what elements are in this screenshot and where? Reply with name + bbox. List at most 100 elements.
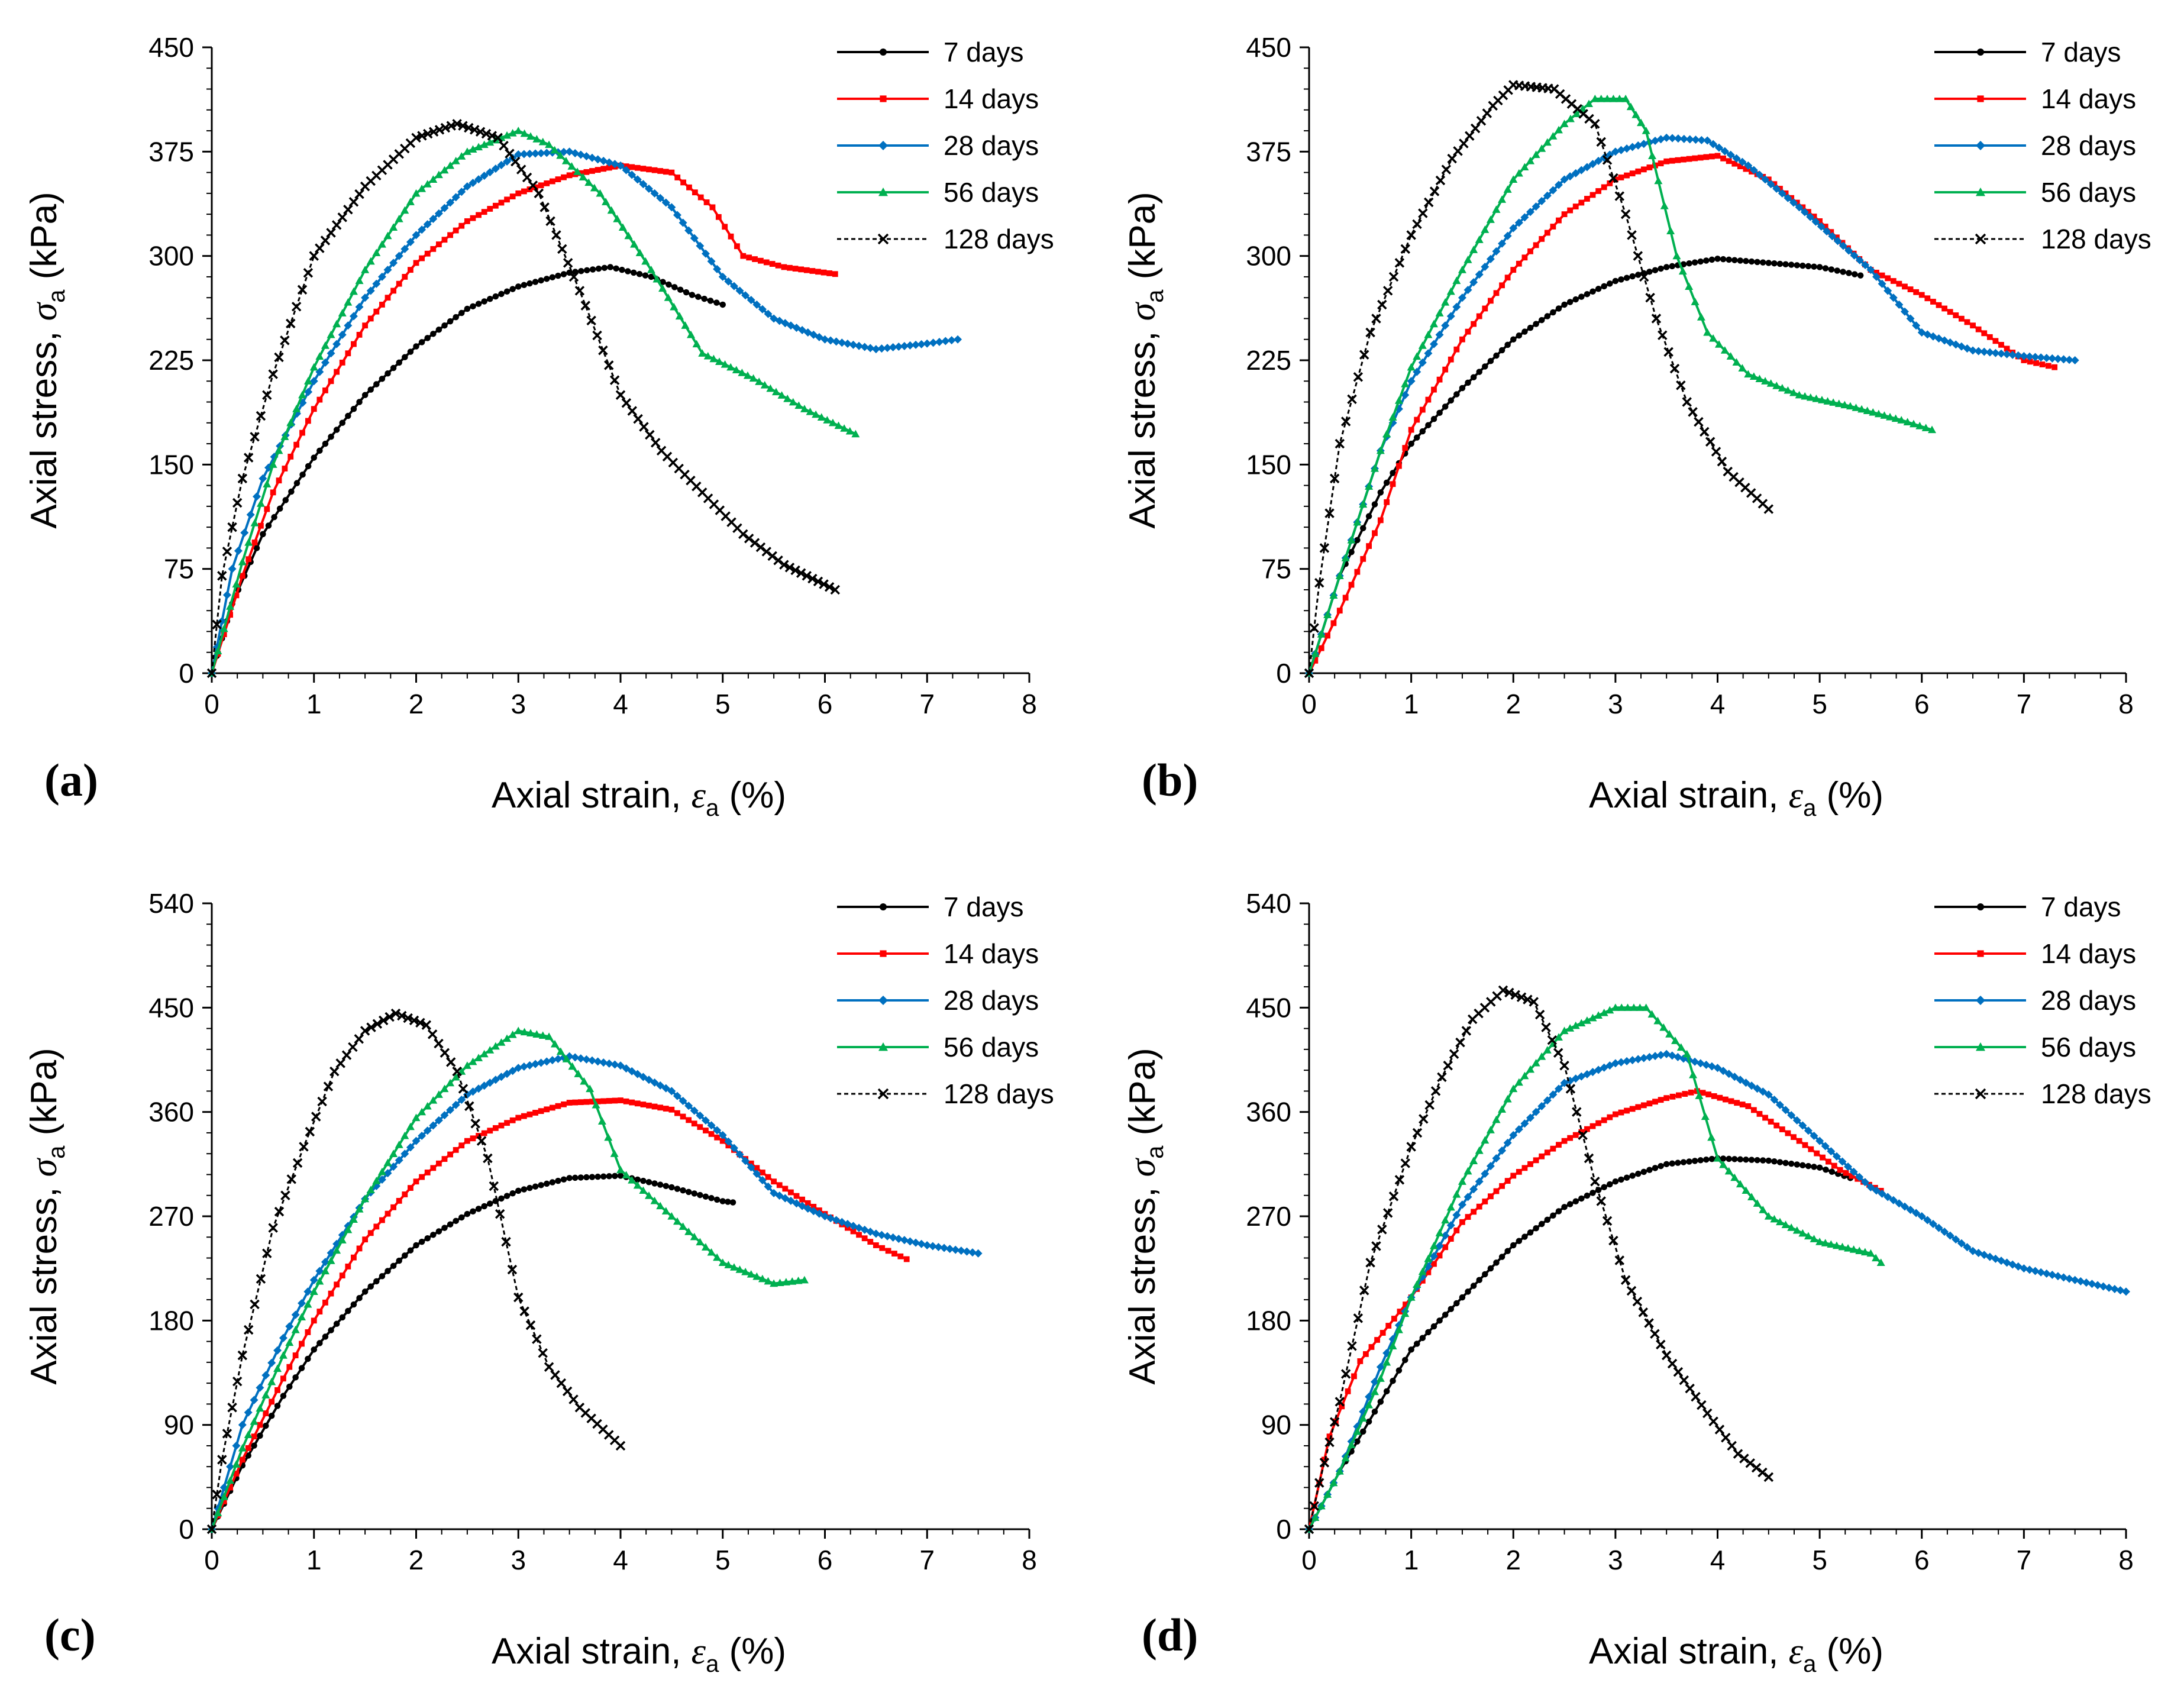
data-point: [1685, 1383, 1695, 1394]
x-tick-label: 7: [919, 1545, 935, 1575]
data-point: [1614, 191, 1625, 201]
data-point: [1560, 1026, 1569, 1035]
data-point: [1423, 197, 1434, 208]
data-point: [561, 1101, 567, 1107]
data-point: [1359, 1428, 1366, 1435]
data-point: [1852, 271, 1858, 277]
y-tick-label: 75: [164, 554, 194, 584]
data-point: [451, 157, 460, 164]
y-tick-label: 90: [164, 1410, 194, 1440]
data-point: [1504, 1248, 1511, 1255]
data-point: [1992, 338, 1999, 344]
data-point: [1618, 1109, 1624, 1116]
data-point: [268, 369, 278, 379]
data-point: [628, 1176, 637, 1184]
data-point: [696, 1238, 705, 1246]
data-point: [1418, 358, 1427, 367]
data-point: [668, 169, 675, 176]
data-point: [544, 180, 550, 186]
data-point: [487, 206, 493, 212]
data-point: [234, 547, 243, 555]
data-point: [1492, 1154, 1501, 1163]
data-point: [1743, 1156, 1749, 1163]
data-point: [1661, 1350, 1672, 1361]
data-point: [1594, 157, 1603, 166]
data-point: [1652, 267, 1659, 273]
data-point: [366, 257, 375, 265]
data-point: [1348, 582, 1355, 588]
data-point: [598, 345, 608, 356]
data-point: [897, 1253, 904, 1259]
x-tick-label: 6: [1914, 689, 1930, 719]
data-point: [691, 1120, 697, 1127]
data-point: [1449, 1049, 1459, 1059]
data-point: [1997, 349, 2006, 358]
data-point: [1673, 1367, 1684, 1377]
data-point: [1857, 405, 1866, 413]
data-point: [555, 1177, 561, 1184]
data-point: [1665, 1030, 1674, 1038]
data-point: [1566, 299, 1574, 305]
data-point: [1695, 1091, 1704, 1099]
data-point: [280, 432, 289, 440]
data-point: [1436, 1252, 1443, 1259]
data-point: [1395, 1367, 1403, 1374]
data-point: [1778, 189, 1786, 198]
data-point: [1465, 1288, 1471, 1295]
data-point: [1481, 1136, 1490, 1144]
data-point: [1555, 305, 1562, 312]
data-point: [679, 1222, 687, 1230]
data-point: [321, 358, 329, 367]
data-point: [1802, 1142, 1808, 1148]
data-point: [344, 321, 353, 330]
data-point: [1775, 1217, 1784, 1226]
data-point: [327, 1257, 335, 1264]
data-point: [1584, 1153, 1594, 1164]
data-point: [1446, 287, 1455, 295]
data-point: [1561, 301, 1568, 308]
series-line: [1308, 1052, 2127, 1530]
data-point: [1559, 1061, 1569, 1071]
data-point: [279, 1333, 287, 1342]
data-point: [1754, 1157, 1760, 1164]
data-point: [1747, 1193, 1756, 1200]
data-point: [830, 584, 841, 595]
data-point: [1852, 403, 1860, 411]
data-point: [1663, 158, 1670, 164]
data-point: [1359, 1285, 1369, 1296]
data-point: [1795, 390, 1804, 399]
data-point: [379, 1272, 386, 1280]
data-point: [1504, 1178, 1511, 1184]
legend-label: 14 days: [2041, 938, 2136, 969]
data-point: [487, 131, 497, 141]
data-point: [1680, 1159, 1687, 1165]
data-point: [767, 551, 777, 561]
data-point: [212, 1489, 222, 1500]
data-point: [1406, 230, 1416, 240]
data-point: [1459, 138, 1469, 148]
data-point: [758, 1176, 767, 1185]
data-point: [1618, 175, 1624, 180]
x-tick-label: 4: [1710, 1545, 1726, 1575]
data-point: [1656, 1051, 1665, 1060]
data-point: [554, 1054, 563, 1063]
data-point: [276, 505, 283, 512]
data-point: [917, 340, 926, 348]
data-point: [1537, 144, 1546, 152]
data-point: [1679, 134, 1688, 143]
data-point: [561, 157, 570, 164]
legend-marker: [880, 95, 887, 102]
data-point: [298, 390, 307, 399]
data-point: [1726, 1155, 1732, 1162]
data-point: [309, 363, 318, 371]
data-point: [592, 330, 602, 341]
data-point: [514, 1064, 523, 1073]
data-point: [576, 1054, 585, 1063]
data-point: [1697, 313, 1705, 321]
data-point: [674, 1110, 680, 1116]
data-point: [1617, 1003, 1626, 1011]
data-point: [1407, 363, 1416, 371]
data-point: [328, 1327, 334, 1333]
data-point: [600, 1098, 607, 1104]
data-point: [719, 301, 726, 308]
